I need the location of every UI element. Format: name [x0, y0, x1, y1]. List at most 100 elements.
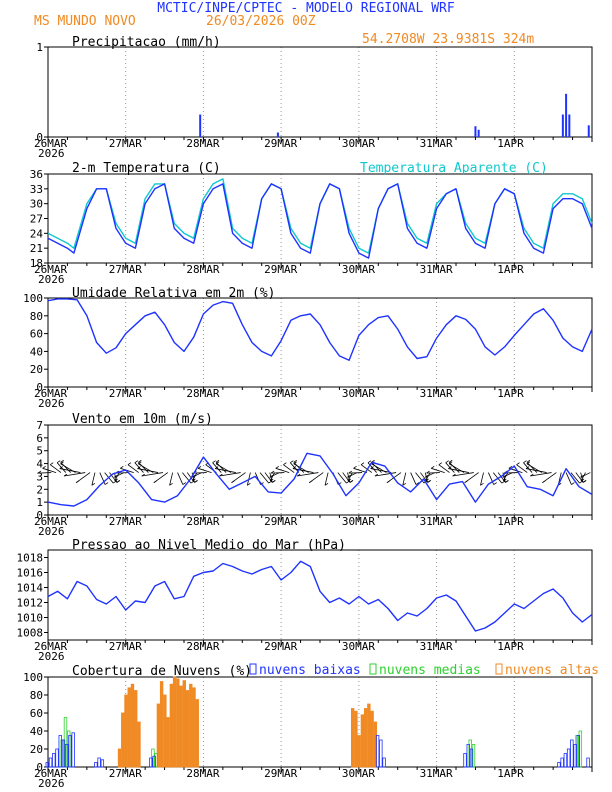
wind-arrow-head	[370, 466, 374, 469]
wind-arrow-head	[347, 478, 352, 482]
precip-ytick-label: 1	[36, 41, 43, 54]
precip-bar	[276, 132, 279, 137]
wind-arrow	[448, 461, 460, 473]
precip-day-label: 30MAR	[342, 137, 375, 150]
rh-year-label: 2026	[38, 397, 65, 410]
wind-arrow-head	[425, 478, 429, 482]
precip-day-label: 1APR	[497, 137, 524, 150]
wind-arrow	[580, 472, 586, 482]
wind-arrow-head	[502, 474, 507, 478]
rh-day-label: 29MAR	[264, 387, 297, 400]
wind-arrow-head	[37, 470, 42, 474]
wind-day-label: 31MAR	[420, 515, 453, 528]
wind-arrow	[169, 472, 174, 486]
rh-day-label: 26MAR	[34, 387, 67, 400]
wind-arrow-head	[424, 474, 429, 478]
wind-arrow	[215, 461, 227, 473]
cloud-legend-label: nuvens baixas	[259, 663, 361, 678]
cloud-bar	[124, 694, 128, 768]
temp-day-label: 28MAR	[186, 263, 219, 276]
pressure-ytick-label: 1016	[17, 567, 44, 580]
wind-arrow-head	[271, 479, 276, 483]
rh-ytick-label: 20	[30, 363, 43, 376]
wind-arrow	[347, 472, 353, 482]
rh-ytick-label: 60	[30, 328, 43, 341]
wind-year-label: 2026	[38, 525, 65, 538]
temp-ytick-label: 36	[30, 168, 43, 181]
wind-arrow-head	[296, 473, 301, 477]
wind-arrow	[138, 461, 149, 473]
wind-arrow-head	[445, 460, 449, 464]
wind-arrow	[353, 467, 368, 473]
cloud-bar	[573, 744, 577, 768]
precip-day-label: 26MAR	[34, 137, 67, 150]
cloud-legend-swatch	[495, 663, 503, 675]
cloud-bar	[154, 753, 158, 768]
wind-arrow	[215, 468, 236, 473]
wind-arrow-head	[116, 479, 121, 483]
pressure-frame	[47, 549, 593, 641]
wind-arrow	[525, 468, 547, 473]
precip-bar	[199, 114, 202, 137]
temp-day-label: 31MAR	[420, 263, 453, 276]
wind-arrow	[177, 472, 184, 485]
precip-day-label: 31MAR	[420, 137, 453, 150]
wind-arrow-head	[386, 480, 391, 484]
cloud-bar	[192, 687, 196, 768]
wind-arrow	[297, 472, 319, 477]
wind-arrow-head	[137, 466, 141, 469]
wind-arrow-head	[348, 470, 353, 474]
wind-arrow	[580, 472, 584, 483]
rh-ytick-label: 80	[30, 310, 43, 323]
wind-arrow-head	[127, 462, 132, 465]
wind-arrow-head	[134, 460, 139, 464]
wind-arrow-head	[448, 466, 452, 469]
wind-arrow	[410, 472, 417, 485]
wind-arrow-head	[290, 460, 294, 464]
wind-arrow-head	[367, 460, 372, 464]
pressure-panel: 1008 1010 1012 1014 1016 1018 26MAR 27MAR 28MAR 2…	[17, 538, 593, 663]
precip-frame	[47, 46, 593, 138]
wind-arrow-head	[138, 461, 142, 465]
wind-arrow-head	[75, 480, 80, 484]
temp-apparent-series-line	[47, 178, 593, 254]
cloud-bar	[100, 759, 105, 768]
pressure-ytick-label: 1014	[17, 582, 44, 595]
wind-arrow	[420, 472, 429, 483]
wind-arrow	[127, 464, 139, 473]
cloud-bar	[360, 714, 365, 768]
wind-arrow	[283, 464, 295, 473]
precip-day-label: 29MAR	[264, 137, 297, 150]
wind-arrow-head	[60, 461, 64, 465]
cloud-bar	[379, 739, 383, 768]
precip-bar	[561, 114, 564, 137]
clouds-ytick-label: 80	[30, 689, 43, 702]
wind-arrow	[374, 472, 397, 477]
wind-arrow-head	[571, 482, 575, 485]
cloud-bar	[68, 735, 72, 768]
wind-day-label: 1APR	[497, 515, 524, 528]
wind-arrow-head	[493, 482, 497, 485]
wind-arrow	[59, 468, 81, 473]
clouds-day-label: 1APR	[497, 767, 524, 780]
pressure-year-label: 2026	[38, 650, 65, 663]
wind-arrow-head	[194, 479, 198, 483]
cloud-bar	[127, 687, 131, 768]
rh-day-label: 27MAR	[109, 387, 142, 400]
cloud-bar	[370, 710, 374, 768]
cloud-bar	[557, 762, 561, 768]
rh-series-line	[47, 298, 593, 361]
wind-arrow-head	[56, 460, 61, 464]
wind-arrow	[293, 461, 305, 473]
wind-arrow	[192, 472, 198, 482]
clouds-title: Cobertura de Nuvens (%)	[72, 664, 252, 679]
pressure-day-label: 27MAR	[109, 640, 142, 653]
precip-day-label: 28MAR	[186, 137, 219, 150]
wind-arrow-head	[91, 482, 96, 486]
rh-ytick-label: 40	[30, 345, 43, 358]
wind-arrow-head	[60, 459, 64, 463]
pressure-day-label: 30MAR	[342, 640, 375, 653]
cloud-bar	[471, 744, 476, 768]
pressure-day-label: 28MAR	[186, 640, 219, 653]
